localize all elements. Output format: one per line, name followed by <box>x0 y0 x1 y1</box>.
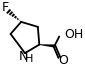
Text: OH: OH <box>64 28 84 41</box>
Text: O: O <box>59 54 69 67</box>
Text: H: H <box>25 54 33 64</box>
Polygon shape <box>39 44 55 48</box>
Text: F: F <box>2 1 9 14</box>
Text: N: N <box>19 50 28 63</box>
